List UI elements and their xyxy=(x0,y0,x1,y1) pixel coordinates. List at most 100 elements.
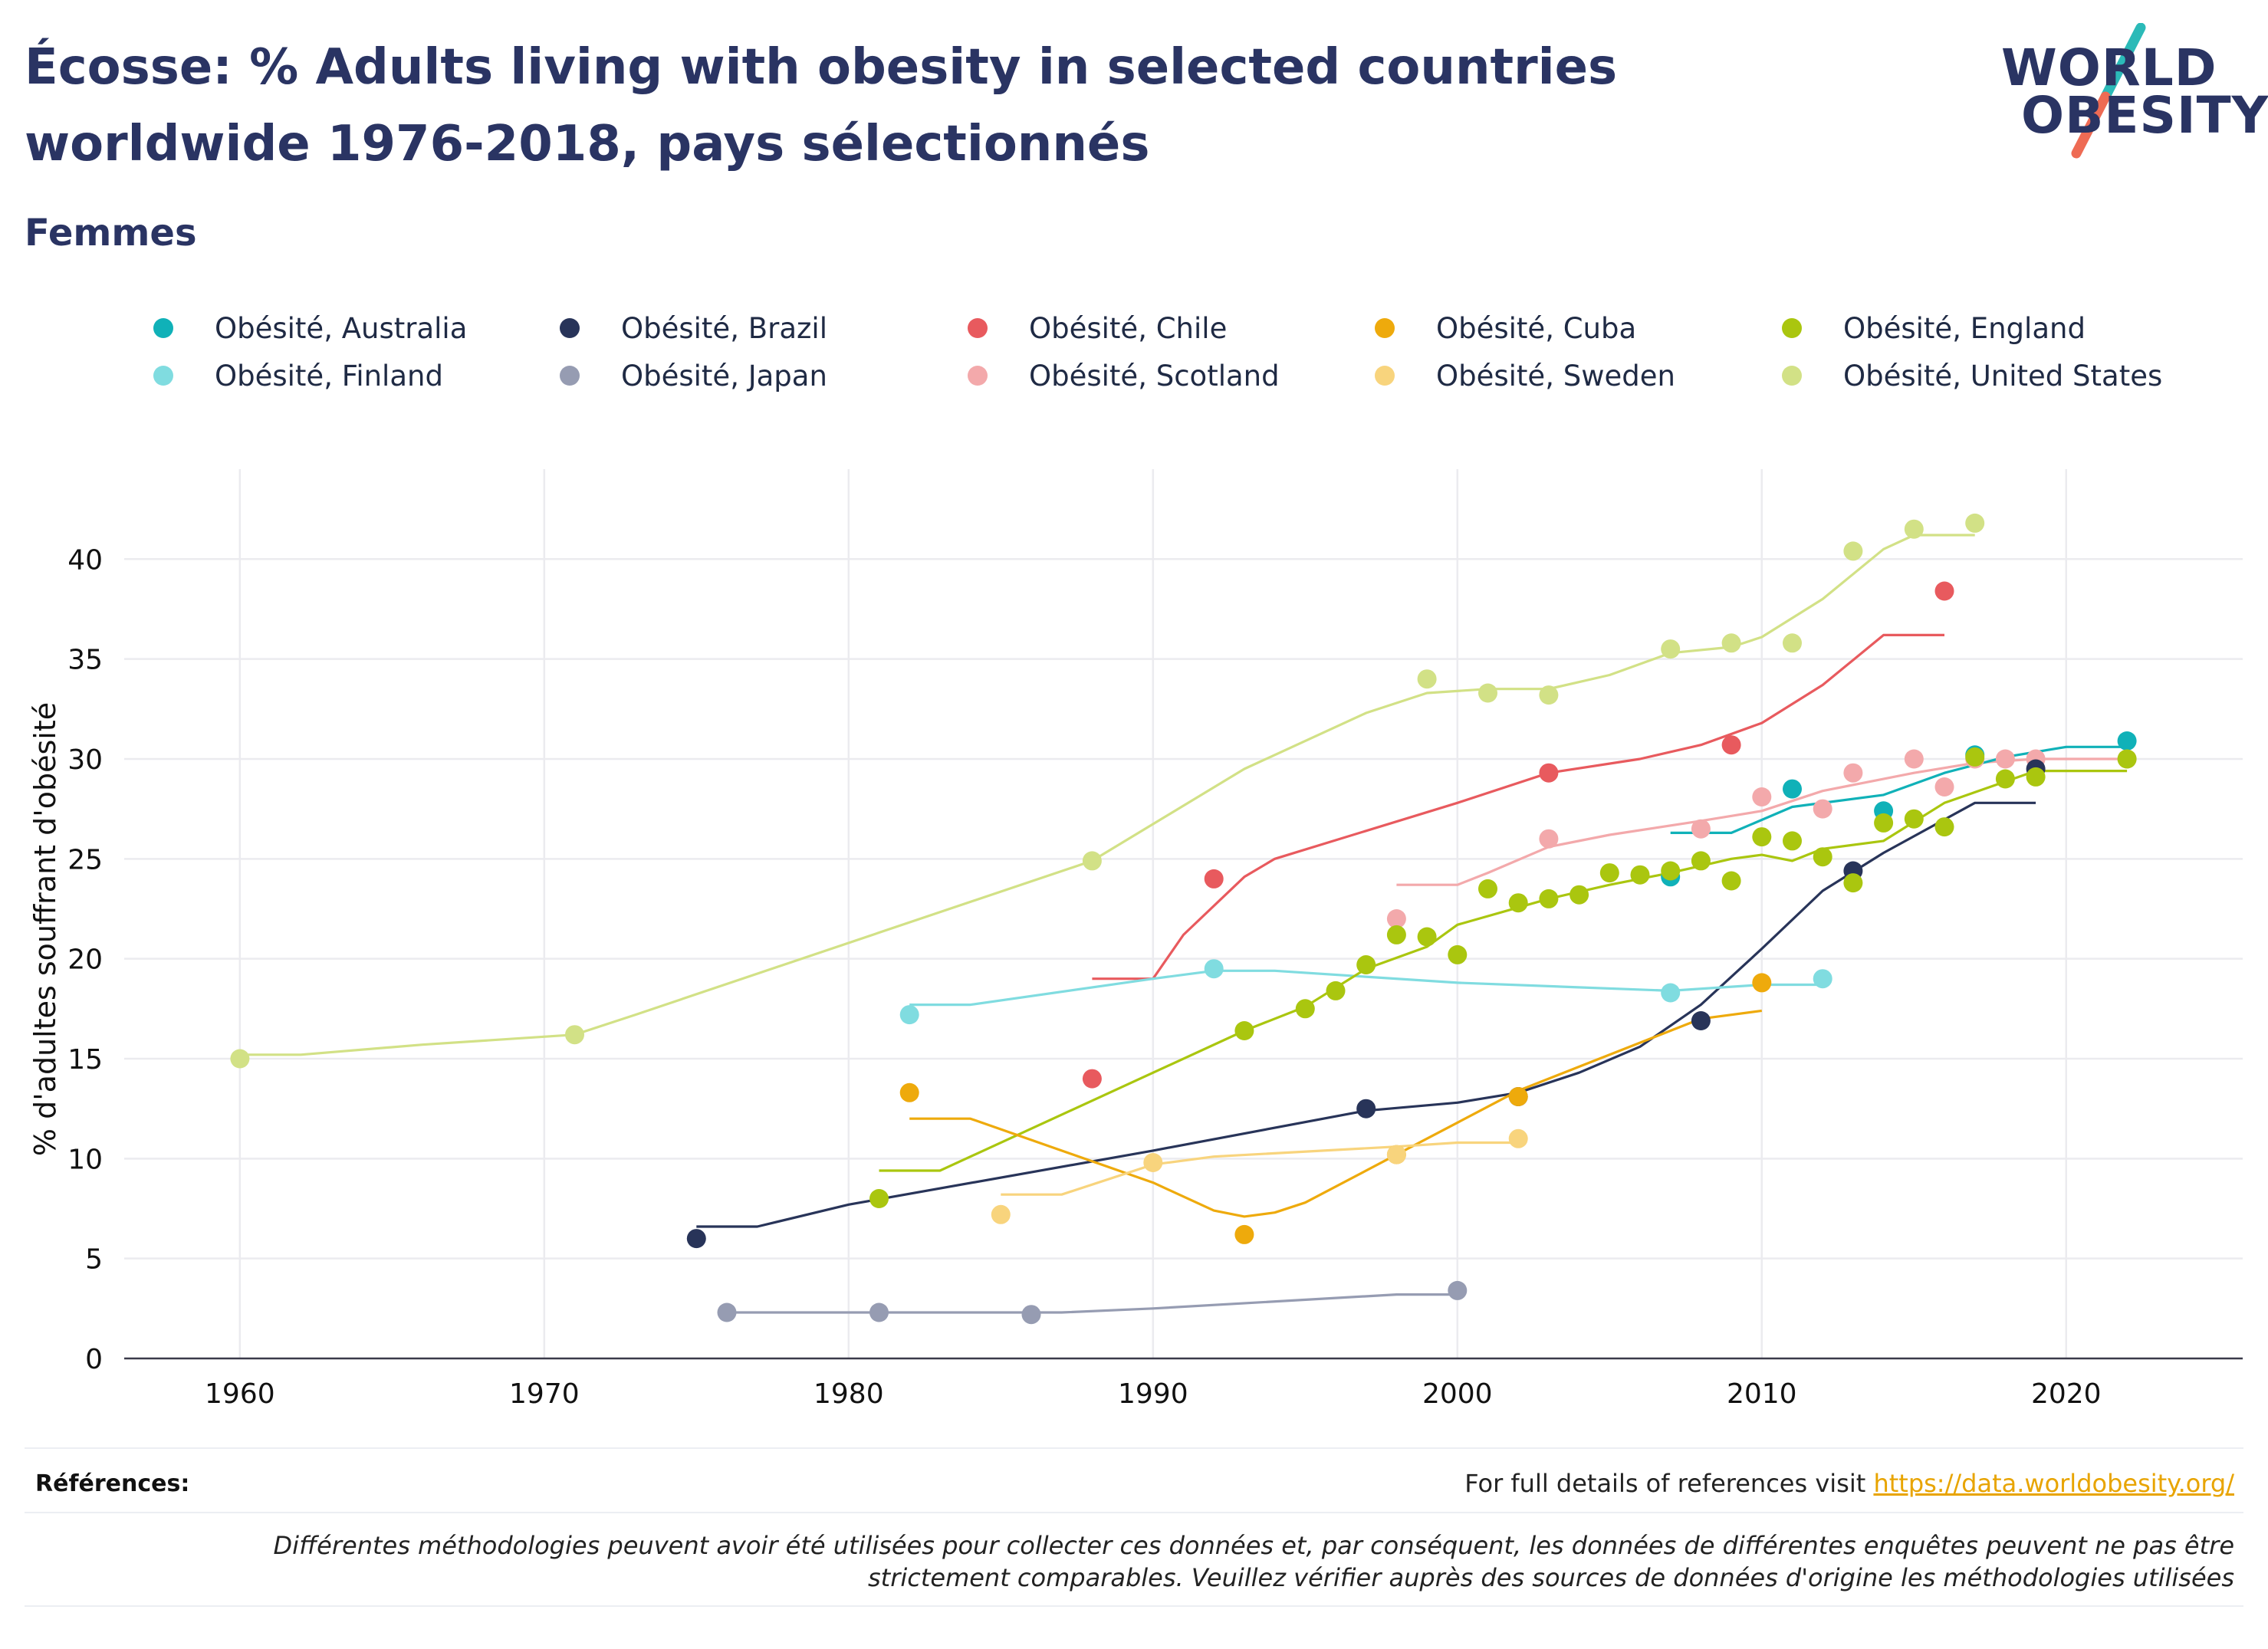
data-point xyxy=(1508,1128,1528,1148)
legend-label: Obésité, Japan xyxy=(621,359,827,393)
data-point xyxy=(1539,829,1559,849)
series-trend-line xyxy=(727,1293,1458,1314)
data-point xyxy=(686,1229,706,1249)
data-point xyxy=(1356,955,1376,974)
series-trend-line xyxy=(909,1009,1763,1218)
data-point xyxy=(1752,787,1772,806)
y-tick-label: 15 xyxy=(67,1044,103,1076)
data-point xyxy=(1661,639,1681,659)
series-trend-line xyxy=(1670,745,2128,834)
legend-marker xyxy=(1782,318,1802,338)
chart-area: 1960 1970 1980 1990 2000 2010 2020 0 5 10 15 20 25 30… xyxy=(28,469,2243,1410)
data-point xyxy=(1386,1145,1406,1164)
data-point xyxy=(869,1302,889,1322)
data-point xyxy=(1661,861,1681,881)
y-tick-label: 40 xyxy=(67,544,103,576)
data-point xyxy=(1752,827,1772,847)
data-point xyxy=(1843,763,1863,783)
data-point xyxy=(1143,1153,1163,1172)
data-point xyxy=(1570,885,1589,905)
data-point xyxy=(1386,909,1406,928)
x-tick-label: 2000 xyxy=(1422,1378,1493,1410)
legend-item[interactable]: Obésité, England xyxy=(1782,305,2086,351)
data-point xyxy=(1843,541,1863,561)
page-title: Écosse: % Adults living with obesity in … xyxy=(25,39,1618,172)
legend-item[interactable]: Obésité, Cuba xyxy=(1375,305,1636,351)
legend-item[interactable]: Obésité, Brazil xyxy=(560,305,827,351)
legend-label: Obésité, Australia xyxy=(215,311,468,345)
y-tick-label: 25 xyxy=(67,844,103,875)
methodology-note: Différentes méthodologies peuvent avoir … xyxy=(273,1531,2234,1592)
legend-marker xyxy=(968,318,988,338)
data-point xyxy=(1448,944,1468,964)
legend-item[interactable]: Obésité, Sweden xyxy=(1375,353,1675,399)
data-point xyxy=(1721,633,1741,653)
legend-item[interactable]: Obésité, Scotland xyxy=(968,353,1280,399)
data-point xyxy=(1326,981,1346,1000)
data-point xyxy=(1904,809,1924,829)
data-point xyxy=(1995,769,2015,789)
data-point xyxy=(2117,749,2137,769)
legend-marker xyxy=(153,366,173,386)
legend-label: Obésité, England xyxy=(1843,311,2086,345)
data-point xyxy=(1082,851,1102,871)
data-point xyxy=(1478,879,1497,898)
data-point xyxy=(1021,1305,1041,1325)
data-point xyxy=(991,1204,1011,1224)
legend-marker xyxy=(1375,318,1395,338)
data-point xyxy=(1691,1011,1711,1030)
series-trend-line xyxy=(696,801,2036,1228)
data-point xyxy=(1599,863,1619,883)
data-point xyxy=(1448,1280,1468,1300)
data-point xyxy=(899,1005,919,1025)
data-point xyxy=(1661,983,1681,1003)
data-point xyxy=(1234,1224,1254,1244)
data-point xyxy=(1295,999,1315,1019)
legend-item[interactable]: Obésité, Japan xyxy=(560,353,827,399)
data-point xyxy=(1904,519,1924,539)
data-point xyxy=(869,1189,889,1208)
legend-item[interactable]: Obésité, United States xyxy=(1782,353,2162,399)
series-trend-line xyxy=(239,534,1975,1056)
data-point xyxy=(1783,779,1802,799)
x-tick-label: 2020 xyxy=(2031,1378,2102,1410)
data-point xyxy=(1783,633,1802,653)
x-tick-label: 1990 xyxy=(1118,1378,1188,1410)
legend-item[interactable]: Obésité, Australia xyxy=(153,305,467,351)
references-label: Références: xyxy=(35,1470,190,1497)
legend-item[interactable]: Obésité, Finland xyxy=(153,353,443,399)
data-point xyxy=(1539,763,1559,783)
legend-item[interactable]: Obésité, Chile xyxy=(968,305,1227,351)
data-point xyxy=(565,1025,584,1045)
legend-label: Obésité, Finland xyxy=(215,359,443,393)
data-point xyxy=(899,1082,919,1102)
data-point xyxy=(1965,513,1985,533)
x-tick-label: 2010 xyxy=(1727,1378,1797,1410)
data-point xyxy=(1508,1087,1528,1106)
legend-label: Obésité, Chile xyxy=(1029,311,1228,345)
data-point xyxy=(230,1049,250,1069)
series-trend-line xyxy=(1001,1141,1519,1196)
data-point xyxy=(1813,799,1832,819)
data-point xyxy=(1721,871,1741,891)
legend-label: Obésité, Sweden xyxy=(1436,359,1675,393)
page-subtitle: Femmes xyxy=(25,212,197,255)
legend-marker xyxy=(1375,366,1395,386)
data-point xyxy=(1508,893,1528,913)
data-point xyxy=(1417,669,1437,689)
data-point xyxy=(1356,1099,1376,1118)
legend-marker xyxy=(1782,366,1802,386)
references-link[interactable]: https://data.worldobesity.org/ xyxy=(1873,1469,2234,1498)
world-obesity-logo[interactable]: WORLD OBESITY xyxy=(2001,23,2268,161)
data-point xyxy=(1082,1069,1102,1089)
data-point xyxy=(2026,767,2046,787)
y-tick-label: 30 xyxy=(67,744,103,776)
data-point xyxy=(1965,747,1985,767)
data-point xyxy=(1843,873,1863,893)
data-point xyxy=(1752,973,1772,993)
data-point xyxy=(1691,819,1711,839)
legend-marker xyxy=(560,318,580,338)
legend-label: Obésité, Scotland xyxy=(1029,359,1280,393)
y-tick-label: 0 xyxy=(85,1344,103,1375)
y-tick-label: 35 xyxy=(67,645,103,676)
